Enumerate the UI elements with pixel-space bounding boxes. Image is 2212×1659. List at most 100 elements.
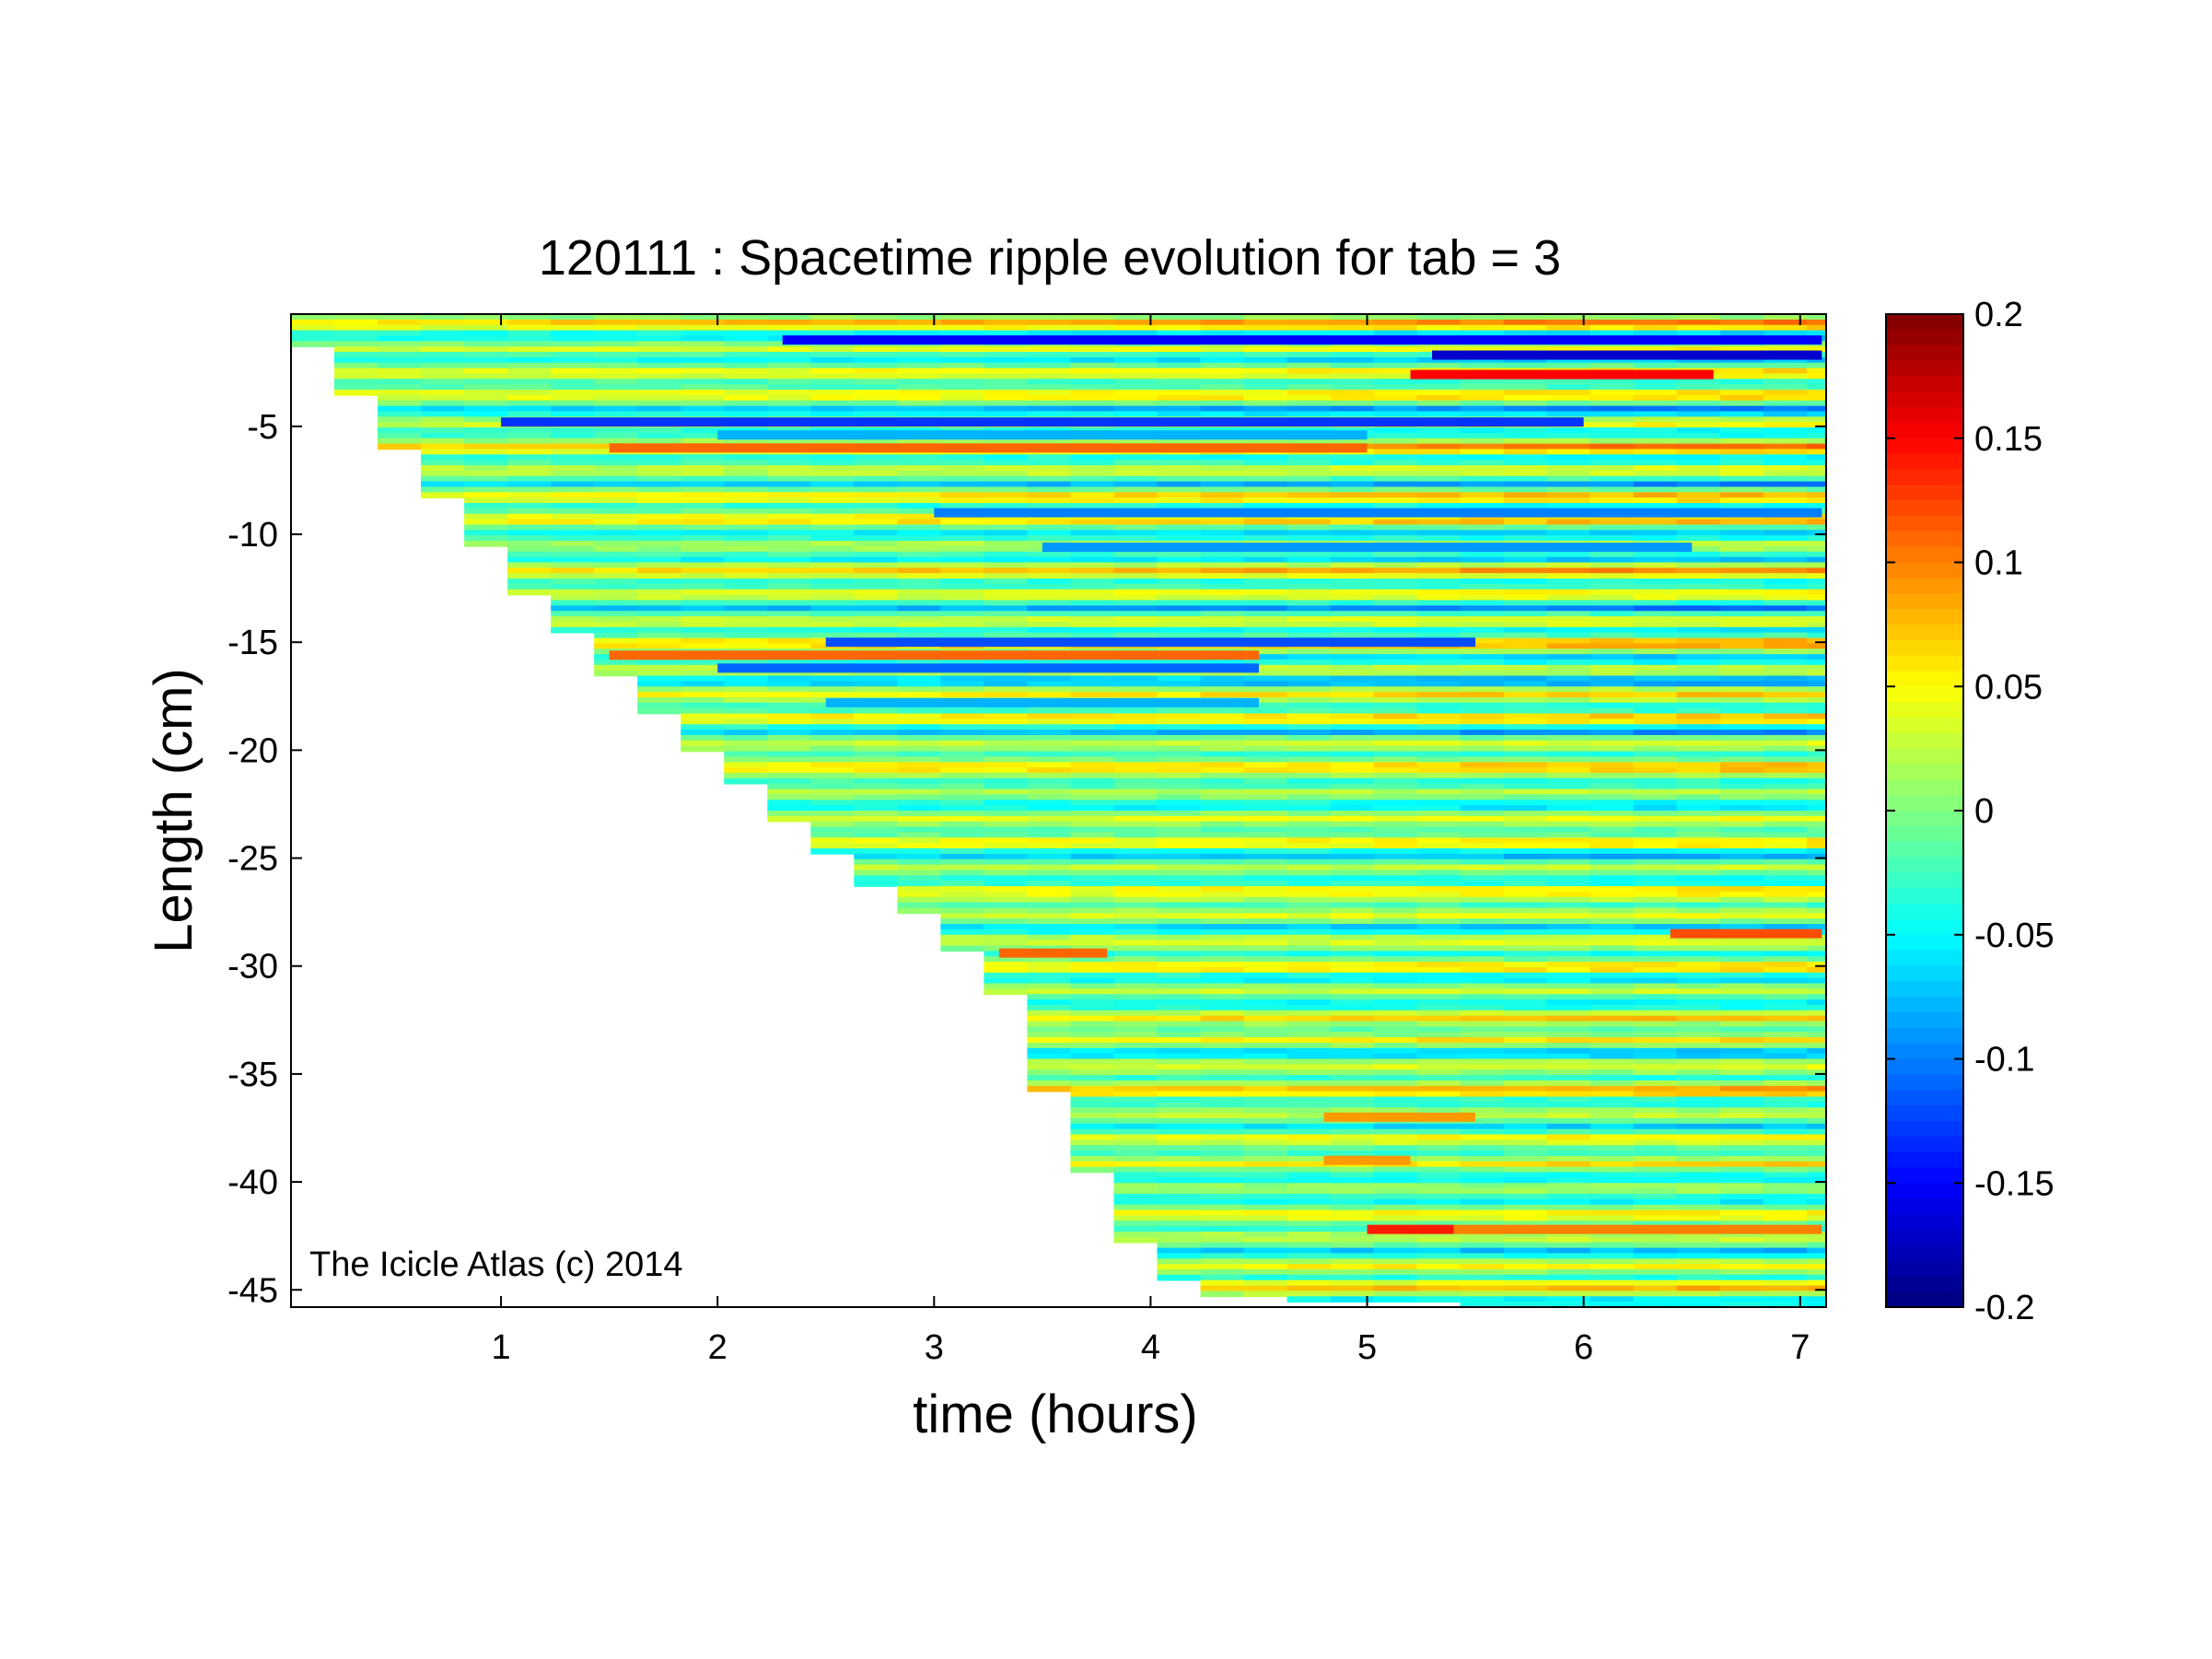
heatmap-cell <box>897 848 942 855</box>
colorbar-swatch <box>1886 639 1963 657</box>
heatmap-cell <box>1503 1102 1548 1109</box>
heatmap-cell <box>1460 1139 1505 1147</box>
heatmap-cell <box>1416 314 1461 321</box>
heatmap-cell <box>1243 751 1288 758</box>
heatmap-cell <box>507 497 552 504</box>
heatmap-cell <box>1200 405 1245 413</box>
heatmap-cell <box>1330 589 1375 596</box>
heatmap-cell <box>1157 1193 1202 1200</box>
heatmap-cell <box>681 486 726 494</box>
heatmap-cell <box>1416 1198 1461 1206</box>
heatmap-cell <box>1460 330 1505 337</box>
heatmap-cell <box>1676 1058 1721 1066</box>
heatmap-cell <box>637 567 682 575</box>
heatmap-cell <box>1806 1268 1826 1276</box>
heatmap-cell <box>1460 713 1505 720</box>
heatmap-cell <box>940 470 985 477</box>
colorbar-swatch <box>1886 515 1963 532</box>
heatmap-cell <box>1243 972 1288 979</box>
heatmap-cell <box>681 341 726 347</box>
heatmap-cell <box>767 777 812 785</box>
heatmap-cell <box>1243 362 1288 369</box>
heatmap-cell <box>1676 789 1721 796</box>
heatmap-cell <box>1589 724 1635 730</box>
heatmap-cell <box>1416 821 1461 828</box>
heatmap-cell <box>1719 1107 1764 1114</box>
heatmap-cell <box>1373 1096 1418 1104</box>
heatmap-cell <box>1286 1296 1332 1303</box>
heatmap-cell <box>551 589 595 596</box>
heatmap-cell <box>1113 951 1158 957</box>
heatmap-cell <box>681 384 726 391</box>
heatmap-cell <box>1070 405 1115 413</box>
heatmap-cell <box>1243 330 1288 337</box>
heatmap-cell <box>1243 1096 1288 1104</box>
heatmap-cell <box>594 314 638 321</box>
heatmap-cell <box>897 675 942 683</box>
heatmap-cell <box>637 368 682 375</box>
heatmap-cell <box>421 460 465 466</box>
heatmap-cell <box>1330 945 1375 952</box>
heatmap-cell <box>1460 1291 1505 1298</box>
heatmap-cell <box>810 815 856 823</box>
heatmap-cell <box>767 475 812 483</box>
heatmap-cell <box>507 589 552 596</box>
heatmap-cell <box>1157 573 1202 579</box>
heatmap-cell <box>724 777 769 785</box>
heatmap-cell <box>1330 346 1375 353</box>
heatmap-cell <box>1806 767 1826 774</box>
heatmap-cell <box>940 373 985 380</box>
heatmap-cell <box>1806 994 1826 1000</box>
heatmap-cell <box>1763 379 1808 385</box>
heatmap-cell <box>1763 524 1808 532</box>
heatmap-cell <box>897 821 942 828</box>
heatmap-cell <box>1633 1236 1678 1244</box>
heatmap-cell <box>1070 524 1115 532</box>
heatmap-cell <box>1027 1010 1072 1017</box>
heatmap-cell <box>1503 438 1548 445</box>
heatmap-cell <box>1719 1069 1764 1076</box>
heatmap-cell <box>1373 394 1418 402</box>
heatmap-cell <box>1373 962 1418 968</box>
heatmap-cell <box>1243 390 1288 396</box>
heatmap-cell <box>637 427 682 434</box>
heatmap-cell <box>551 551 595 558</box>
heatmap-cell <box>1546 864 1591 871</box>
heatmap-cell <box>1546 805 1591 812</box>
heatmap-cell <box>854 859 899 866</box>
colorbar-swatch <box>1886 1183 1963 1199</box>
heatmap-cell <box>594 319 638 326</box>
heatmap-cell <box>1070 390 1115 396</box>
heatmap-cell <box>1070 1134 1115 1141</box>
heatmap-cell <box>1546 811 1591 817</box>
heatmap-cell <box>1027 626 1072 634</box>
colorbar-swatch <box>1886 562 1963 579</box>
heatmap-cell <box>897 719 942 726</box>
heatmap-cell <box>767 545 812 553</box>
heatmap-cell <box>1286 1004 1332 1011</box>
heatmap-cell <box>1460 659 1505 666</box>
heatmap-cell <box>1546 654 1591 660</box>
heatmap-cell <box>1806 1166 1826 1174</box>
heatmap-cell <box>1546 767 1591 774</box>
heatmap-cell <box>1676 719 1721 726</box>
heatmap-cell <box>594 324 638 332</box>
heatmap-cell <box>1070 497 1115 504</box>
heatmap-cell <box>1200 1047 1245 1055</box>
heatmap-cell <box>1719 983 1764 990</box>
heatmap-cell <box>1157 556 1202 564</box>
heatmap-cell <box>1763 983 1808 990</box>
heatmap-cell <box>1200 988 1245 995</box>
heatmap-cell <box>1157 583 1202 590</box>
heatmap-cell <box>1416 1274 1461 1281</box>
heatmap-cell <box>1243 654 1288 660</box>
heatmap-cell <box>1200 1258 1245 1265</box>
heatmap-cell <box>1200 411 1245 418</box>
heatmap-cell <box>594 519 638 526</box>
heatmap-cell <box>1070 670 1115 677</box>
heatmap-cell <box>1027 497 1072 504</box>
heatmap-cell <box>1373 583 1418 590</box>
heatmap-cell <box>1113 875 1158 882</box>
heatmap-cell <box>1719 556 1764 564</box>
heatmap-cell <box>940 632 985 639</box>
